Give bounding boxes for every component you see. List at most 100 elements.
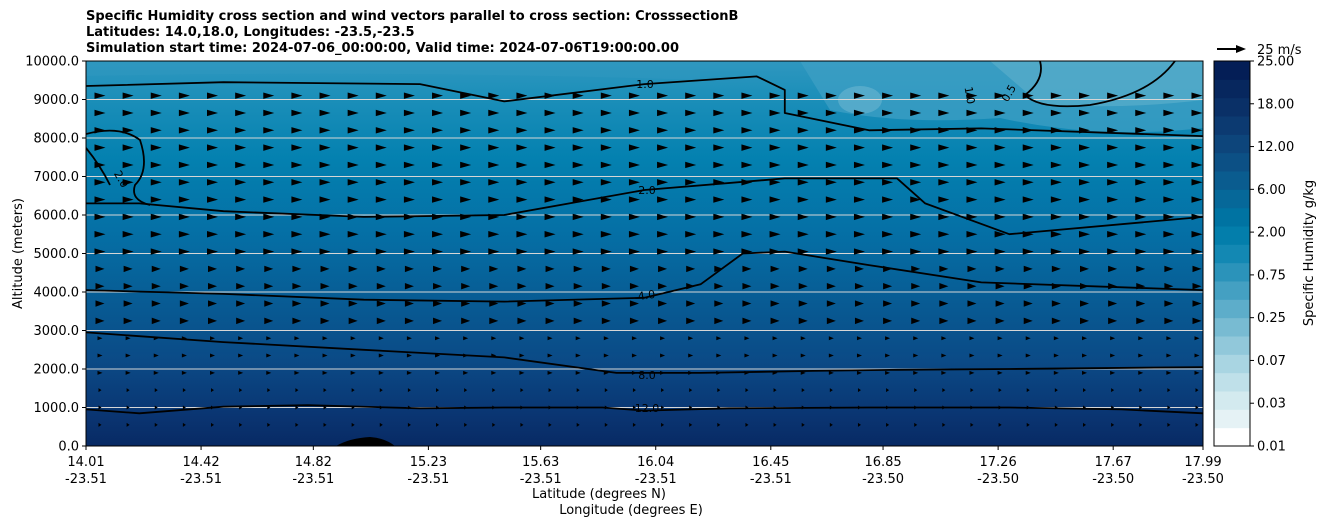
- wind-vector: [489, 317, 499, 325]
- wind-vector: [913, 353, 919, 358]
- colorbar-tick-label: 0.01: [1257, 440, 1286, 455]
- wind-vector: [460, 248, 472, 255]
- colorbar-segment: [1214, 116, 1250, 135]
- wind-vector: [347, 92, 359, 99]
- x-tick-label-lat: 16.45: [752, 455, 789, 470]
- wind-vector: [235, 231, 247, 238]
- wind-vector: [516, 109, 528, 117]
- wind-vector: [210, 336, 216, 341]
- wind-vector: [572, 144, 584, 151]
- terrain-bump: [336, 437, 395, 446]
- wind-vector: [713, 196, 725, 203]
- wind-vector: [1050, 109, 1062, 117]
- wind-vector: [322, 353, 328, 358]
- wind-vector: [1135, 161, 1147, 169]
- wind-vector: [942, 422, 946, 427]
- wind-vector: [854, 283, 864, 290]
- wind-vector: [236, 265, 246, 273]
- wind-vector: [886, 388, 890, 393]
- wind-vector: [770, 265, 780, 273]
- wind-vector: [125, 336, 131, 341]
- wind-vector: [291, 144, 303, 151]
- wind-vector: [461, 300, 471, 307]
- wind-vector: [1192, 265, 1202, 273]
- wind-vector: [150, 109, 162, 117]
- wind-vector: [658, 300, 668, 307]
- wind-vector: [347, 109, 359, 117]
- wind-vector: [520, 388, 524, 393]
- wind-vector: [207, 127, 219, 134]
- wind-vector: [460, 161, 472, 169]
- wind-vector: [657, 179, 669, 186]
- wind-vector: [1167, 405, 1171, 410]
- wind-vector: [178, 179, 190, 186]
- wind-vector: [1166, 370, 1172, 375]
- wind-vector: [1050, 196, 1062, 203]
- wind-vector: [379, 422, 383, 427]
- wind-vector: [938, 248, 950, 255]
- wind-vector: [347, 161, 359, 169]
- wind-vector: [378, 353, 384, 358]
- wind-vector: [178, 127, 190, 134]
- wind-vector: [685, 109, 697, 117]
- contour-label: 8.0: [638, 369, 656, 382]
- wind-vector: [800, 353, 806, 358]
- wind-vector: [885, 336, 891, 341]
- wind-vector: [1022, 248, 1034, 255]
- wind-vector: [657, 109, 669, 117]
- wind-vector: [1135, 179, 1147, 186]
- wind-vector: [661, 422, 665, 427]
- wind-vector: [319, 231, 331, 238]
- wind-vector: [350, 336, 356, 341]
- wind-vector: [403, 231, 415, 238]
- colorbar-segment: [1214, 281, 1250, 300]
- x-tick-label-lon: -23.51: [65, 472, 107, 487]
- colorbar-segment: [1214, 354, 1250, 374]
- wind-vector: [125, 353, 131, 358]
- wind-vector: [966, 213, 978, 221]
- wind-vector: [632, 422, 636, 427]
- wind-vector: [488, 92, 500, 99]
- wind-vector: [1138, 353, 1144, 358]
- wind-vector: [432, 179, 444, 186]
- wind-vector: [1194, 370, 1200, 375]
- wind-vector: [122, 92, 134, 99]
- wind-vector: [378, 336, 384, 341]
- wind-vector: [488, 196, 500, 203]
- wind-vector: [966, 109, 978, 117]
- wind-vector: [375, 196, 387, 203]
- wind-vector: [600, 179, 612, 186]
- wind-vector: [516, 213, 528, 221]
- wind-vector: [208, 300, 218, 307]
- wind-vector: [378, 370, 384, 375]
- wind-vector: [685, 231, 697, 238]
- wind-vector: [572, 179, 584, 186]
- wind-vector: [1107, 196, 1119, 203]
- wind-vector: [628, 144, 640, 151]
- wind-vector: [1025, 353, 1031, 358]
- wind-vector: [544, 179, 556, 186]
- wind-vector: [1050, 161, 1062, 169]
- wind-vector: [403, 92, 415, 99]
- wind-vector: [741, 144, 753, 151]
- wind-vector: [770, 283, 780, 290]
- wind-vector: [464, 422, 468, 427]
- wind-vector: [291, 179, 303, 186]
- wind-vector: [714, 283, 724, 290]
- contour-label: 1.0: [636, 78, 654, 91]
- wind-vector: [853, 179, 865, 186]
- wind-vector: [150, 161, 162, 169]
- wind-vector: [994, 248, 1006, 255]
- wind-vector: [600, 231, 612, 238]
- chart-title-line-3: Simulation start time: 2024-07-06_00:00:…: [86, 41, 679, 56]
- wind-vector: [182, 405, 186, 410]
- wind-vector: [319, 109, 331, 117]
- wind-vector: [657, 213, 669, 221]
- wind-vector: [294, 353, 300, 358]
- wind-vector: [263, 196, 275, 203]
- wind-vector: [488, 127, 500, 134]
- wind-vector: [604, 422, 608, 427]
- wind-vector: [544, 161, 556, 169]
- wind-vector: [236, 317, 246, 325]
- wind-vector: [882, 196, 894, 203]
